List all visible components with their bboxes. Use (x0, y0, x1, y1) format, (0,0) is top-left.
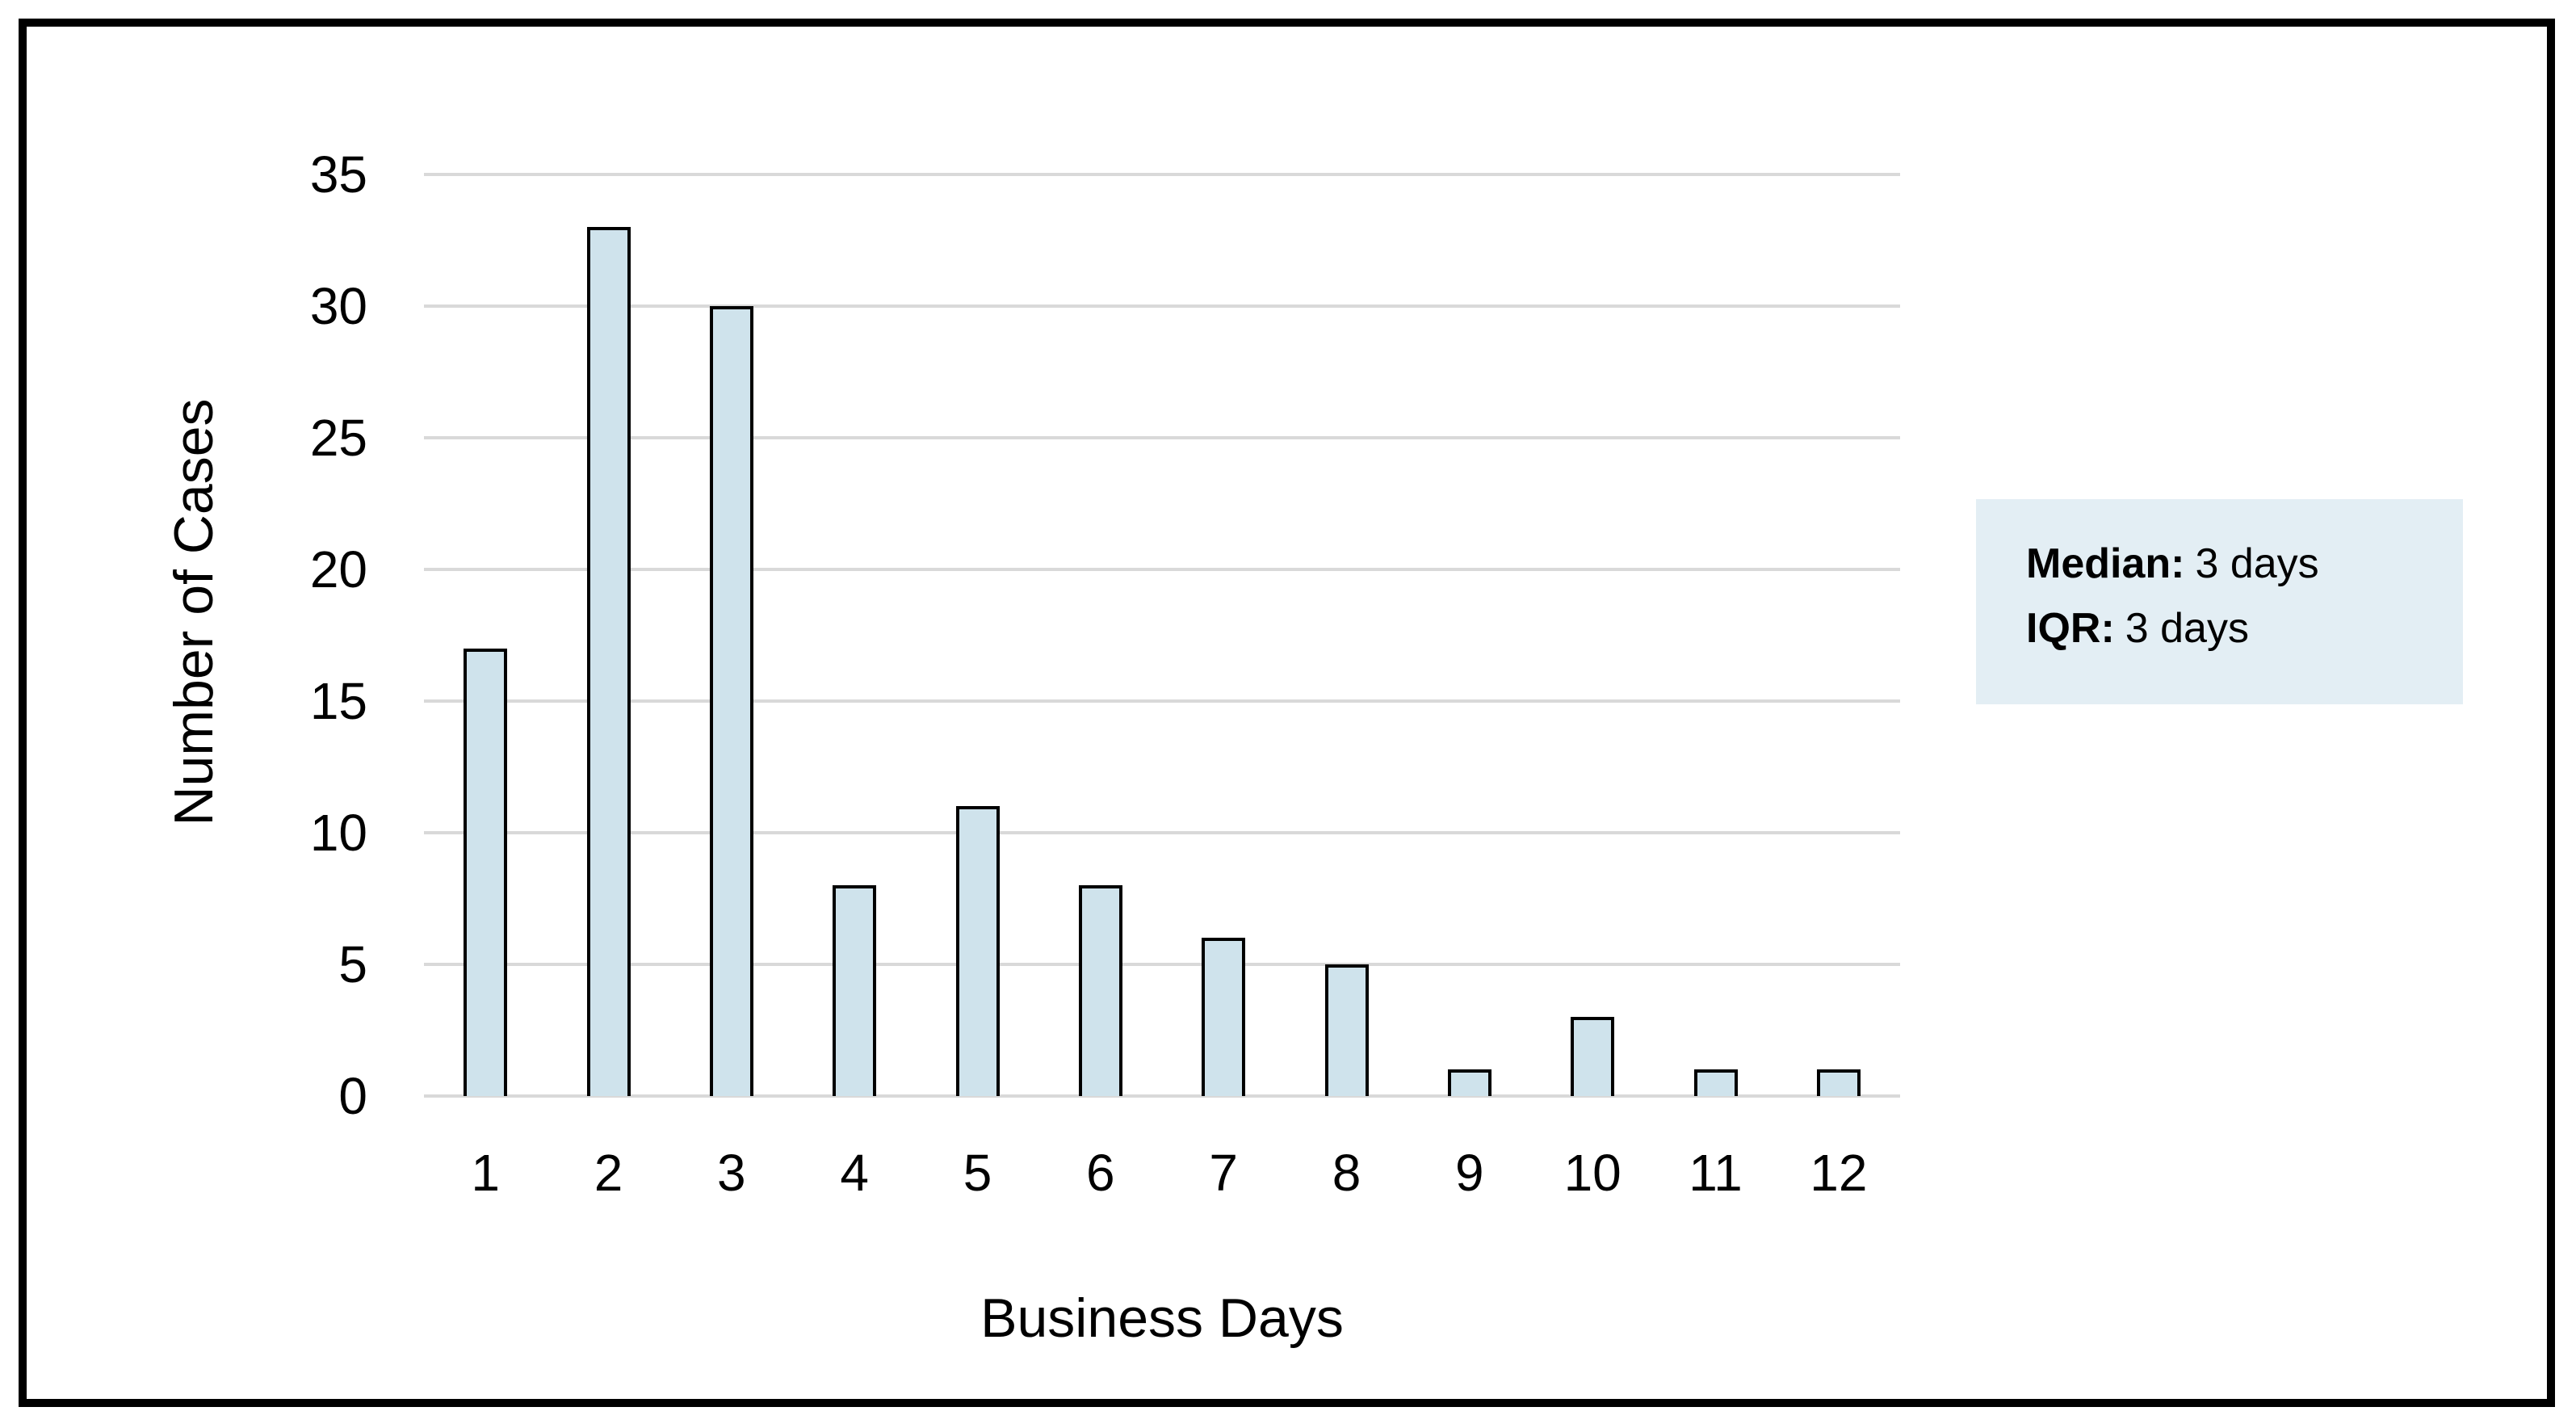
y-tick-label-25: 25 (309, 409, 367, 467)
figure-border (19, 19, 2555, 1407)
bar-day-1 (464, 648, 508, 1096)
bar-day-5 (955, 806, 1000, 1096)
y-tick-label-10: 10 (309, 804, 367, 862)
x-tick-label-8: 8 (1332, 1144, 1361, 1202)
bar-day-11 (1693, 1069, 1738, 1096)
gridline-20 (424, 568, 1900, 571)
bar-day-6 (1078, 885, 1122, 1096)
gridline-35 (424, 173, 1900, 176)
bar-day-2 (586, 227, 631, 1096)
gridline-15 (424, 699, 1900, 703)
bar-day-12 (1816, 1069, 1861, 1096)
y-tick-label-15: 15 (309, 672, 367, 730)
y-tick-label-30: 30 (309, 277, 367, 335)
x-tick-label-5: 5 (963, 1144, 992, 1202)
gridline-25 (424, 436, 1900, 439)
annotation-line-median: Median: 3 days (2026, 531, 2463, 596)
gridline-10 (424, 831, 1900, 834)
annotation-line-iqr: IQR: 3 days (2026, 596, 2463, 661)
y-tick-label-20: 20 (309, 540, 367, 598)
annotation-iqr-value: 3 days (2125, 605, 2249, 652)
x-tick-label-11: 11 (1689, 1144, 1743, 1202)
bar-day-3 (709, 306, 753, 1096)
x-tick-label-6: 6 (1086, 1144, 1115, 1202)
annotation-box: Median: 3 days IQR: 3 days (1976, 499, 2463, 704)
x-tick-label-2: 2 (594, 1144, 623, 1202)
x-tick-label-10: 10 (1563, 1144, 1622, 1202)
bar-day-10 (1571, 1017, 1615, 1096)
gridline-5 (424, 963, 1900, 966)
x-axis-title: Business Days (980, 1287, 1344, 1349)
annotation-iqr-label: IQR: (2026, 605, 2115, 652)
y-tick-label-35: 35 (309, 145, 367, 204)
annotation-median-value: 3 days (2195, 540, 2319, 587)
bar-day-8 (1324, 964, 1369, 1096)
plot-area (424, 173, 1900, 1098)
bar-day-9 (1447, 1069, 1491, 1096)
annotation-median-label: Median: (2026, 540, 2185, 587)
y-tick-label-0: 0 (338, 1067, 367, 1125)
gridline-0 (424, 1094, 1900, 1098)
bar-day-4 (833, 885, 877, 1096)
y-tick-label-5: 5 (338, 935, 367, 993)
x-tick-label-7: 7 (1209, 1144, 1238, 1202)
y-axis-title: Number of Cases (163, 398, 224, 826)
x-tick-label-4: 4 (840, 1144, 869, 1202)
x-tick-label-1: 1 (471, 1144, 500, 1202)
x-tick-label-12: 12 (1810, 1144, 1868, 1202)
bar-day-7 (1202, 938, 1246, 1096)
x-tick-label-3: 3 (717, 1144, 746, 1202)
x-tick-label-9: 9 (1455, 1144, 1484, 1202)
gridline-30 (424, 304, 1900, 308)
